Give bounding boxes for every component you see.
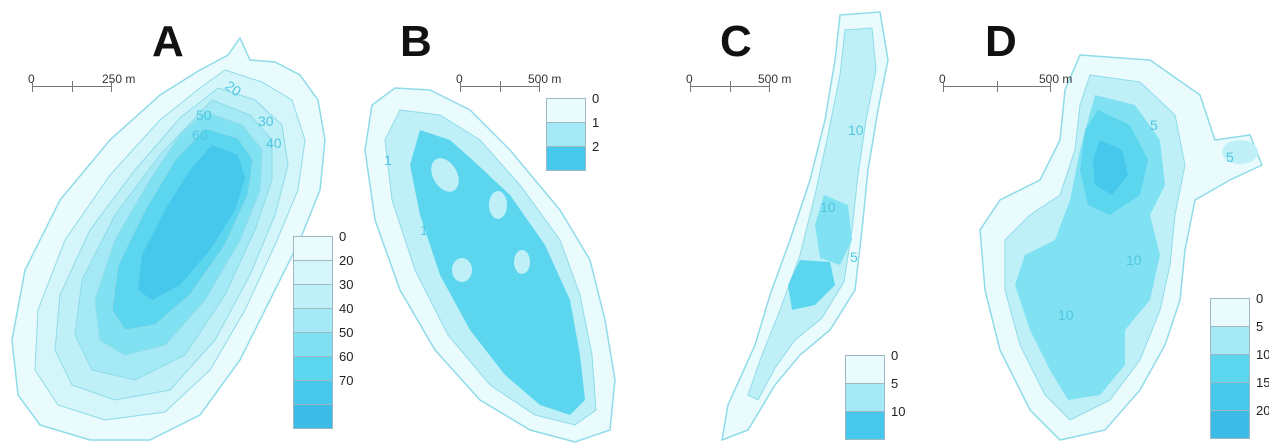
lake-d-contour-20	[1093, 140, 1128, 195]
legend-swatch	[293, 260, 333, 285]
scale-bar-c-zero: 0	[686, 72, 693, 86]
scale-bar-d-tick	[997, 81, 998, 92]
legend-label: 5	[891, 376, 899, 391]
legend-swatch	[1210, 298, 1250, 327]
lake-b-contour-2	[410, 130, 585, 415]
contour-label-d-5-top: 5	[1150, 117, 1158, 133]
lake-a-contour-70	[138, 145, 245, 300]
legend-b: 0 1 2	[546, 92, 606, 198]
lake-b-shoal-1	[431, 158, 459, 192]
contour-label-b-1-top: 1	[384, 152, 392, 168]
legend-swatch	[293, 404, 333, 429]
contour-label-a-40: 40	[266, 135, 282, 151]
legend-label: 40	[339, 301, 354, 316]
scale-bar-a-tick	[72, 81, 73, 92]
lake-c: 10 10 5	[721, 11, 889, 442]
contour-label-b-1-mid: 1	[420, 222, 428, 238]
legend-label: 0	[1256, 291, 1264, 306]
legend-label: 0	[592, 91, 600, 106]
legend-label: 5	[1256, 319, 1264, 334]
lake-b: 1 1	[364, 87, 616, 443]
contour-label-a-30: 30	[258, 113, 274, 129]
scale-bar-d-end: 500 m	[1039, 72, 1073, 86]
legend-swatch	[845, 383, 885, 412]
lake-b-shoal-2	[489, 191, 507, 219]
legend-label: 70	[339, 373, 354, 388]
scale-bar-c-tick	[690, 81, 691, 92]
scale-bar-c-tick	[769, 81, 770, 92]
contour-label-a-60: 60	[192, 127, 208, 143]
legend-swatch	[845, 355, 885, 384]
scale-bar-b-tick	[500, 81, 501, 92]
legend-label: 2	[592, 139, 600, 154]
legend-swatch	[293, 308, 333, 333]
contour-label-d-5-east: 5	[1226, 149, 1234, 165]
scale-bar-d-tick	[943, 81, 944, 92]
legend-swatch	[546, 146, 586, 171]
lake-d: 5 5 10 10	[979, 54, 1263, 441]
legend-swatch	[293, 356, 333, 381]
contour-label-c-10-mid: 10	[820, 199, 836, 215]
lake-b-shoal-4	[514, 250, 530, 274]
legend-swatch	[293, 236, 333, 261]
legend-swatch	[1210, 354, 1250, 383]
legend-label: 50	[339, 325, 354, 340]
legend-swatch	[1210, 382, 1250, 411]
scale-bar-c: 0 500 m	[686, 72, 810, 96]
scale-bar-b-tick	[539, 81, 540, 92]
legend-label: 20	[1256, 403, 1269, 418]
legend-label: 30	[339, 277, 354, 292]
legend-swatch	[1210, 326, 1250, 355]
scale-bar-a-zero: 0	[28, 72, 35, 86]
legend-swatch	[546, 122, 586, 147]
legend-a: 0 20 30 40 50 60 70	[293, 230, 354, 436]
lake-c-contour-5	[747, 27, 877, 401]
scale-bar-b: 0 500 m	[456, 72, 580, 96]
legend-label: 0	[339, 229, 347, 244]
lake-b-shoal-3	[452, 258, 472, 282]
panel-label-a: A	[152, 17, 184, 66]
legend-label: 20	[339, 253, 354, 268]
scale-bar-b-zero: 0	[456, 72, 463, 86]
legend-swatch	[293, 284, 333, 309]
legend-swatch	[845, 411, 885, 440]
legend-swatch	[546, 98, 586, 123]
legend-d: 0 5 10 15 20	[1210, 292, 1269, 444]
scale-bar-d: 0 500 m	[939, 72, 1073, 96]
lake-c-contour-10-upper	[815, 195, 852, 265]
scale-bar-c-tick	[730, 81, 731, 92]
panel-label-b: B	[400, 17, 432, 66]
contour-label-d-10-mid: 10	[1126, 252, 1142, 268]
panel-label-c: C	[720, 17, 752, 66]
legend-swatch	[293, 380, 333, 405]
scale-bar-a-tick	[111, 81, 112, 92]
lake-a: 20 30 40 50 60	[11, 36, 326, 441]
scale-bar-a: 0 250 m	[28, 72, 162, 96]
contour-label-c-10-top: 10	[848, 122, 864, 138]
contour-label-c-5: 5	[850, 249, 858, 265]
scale-bar-a-end: 250 m	[102, 72, 136, 86]
scale-bar-b-tick	[460, 81, 461, 92]
contour-label-a-50: 50	[196, 107, 212, 123]
legend-label: 0	[891, 348, 899, 363]
legend-label: 1	[592, 115, 600, 130]
legend-label: 60	[339, 349, 354, 364]
contour-label-d-10-low: 10	[1058, 307, 1074, 323]
legend-swatch	[293, 332, 333, 357]
scale-bar-d-zero: 0	[939, 72, 946, 86]
scale-bar-c-end: 500 m	[758, 72, 792, 86]
panel-label-d: D	[985, 17, 1017, 66]
lake-d-east-pool	[1222, 140, 1258, 164]
scale-bar-a-tick	[32, 81, 33, 92]
legend-c: 0 5 10	[845, 349, 906, 445]
lake-c-contour-10-lower	[788, 260, 835, 310]
legend-swatch	[1210, 410, 1250, 439]
legend-label: 10	[891, 404, 906, 419]
legend-label: 10	[1256, 347, 1269, 362]
legend-label: 15	[1256, 375, 1269, 390]
scale-bar-b-end: 500 m	[528, 72, 562, 86]
scale-bar-d-tick	[1050, 81, 1051, 92]
